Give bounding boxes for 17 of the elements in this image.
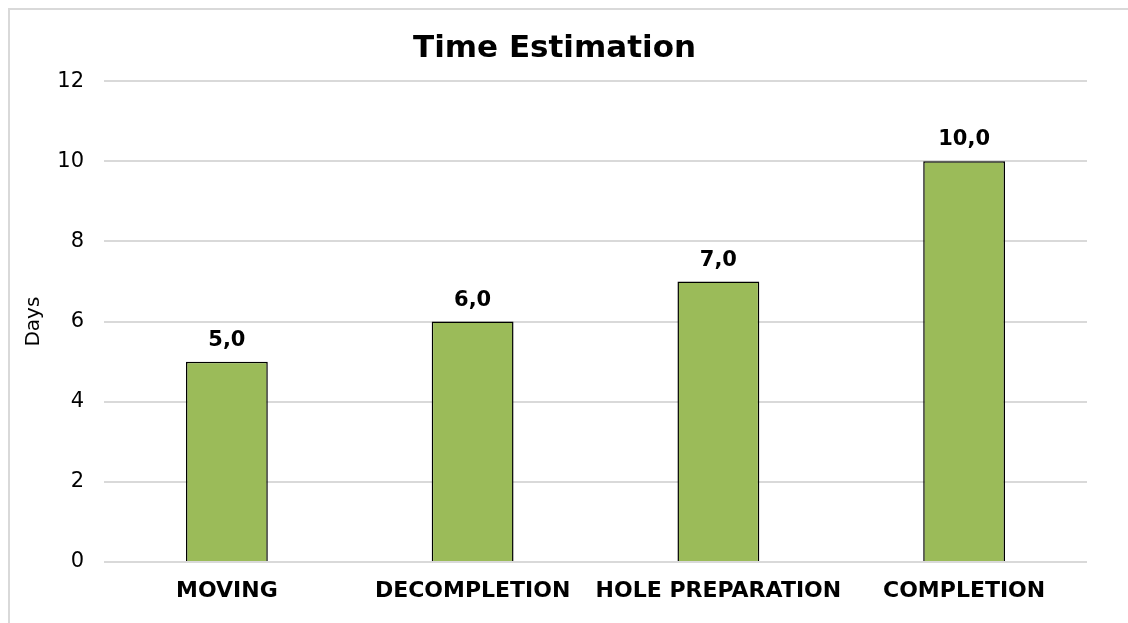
x-tick-label: MOVING: [176, 576, 278, 602]
y-tick-label: 0: [70, 548, 84, 573]
y-tick-label: 6: [70, 308, 84, 333]
y-tick-label: 10: [57, 147, 84, 172]
data-label: 10,0: [938, 126, 991, 151]
x-tick-label: COMPLETION: [883, 576, 1046, 602]
y-tick-label: 4: [70, 388, 84, 413]
x-tick-label: HOLE PREPARATION: [595, 576, 842, 602]
y-axis-title: Days: [20, 296, 45, 347]
data-label: 5,0: [208, 326, 246, 351]
chart-title: Time Estimation: [413, 27, 696, 64]
y-tick-label: 2: [70, 468, 84, 493]
y-tick-label: 8: [70, 227, 84, 252]
data-label: 6,0: [454, 286, 492, 311]
data-label: 7,0: [699, 246, 737, 271]
x-tick-label: DECOMPLETION: [374, 576, 571, 602]
y-tick-label: 12: [57, 67, 84, 92]
